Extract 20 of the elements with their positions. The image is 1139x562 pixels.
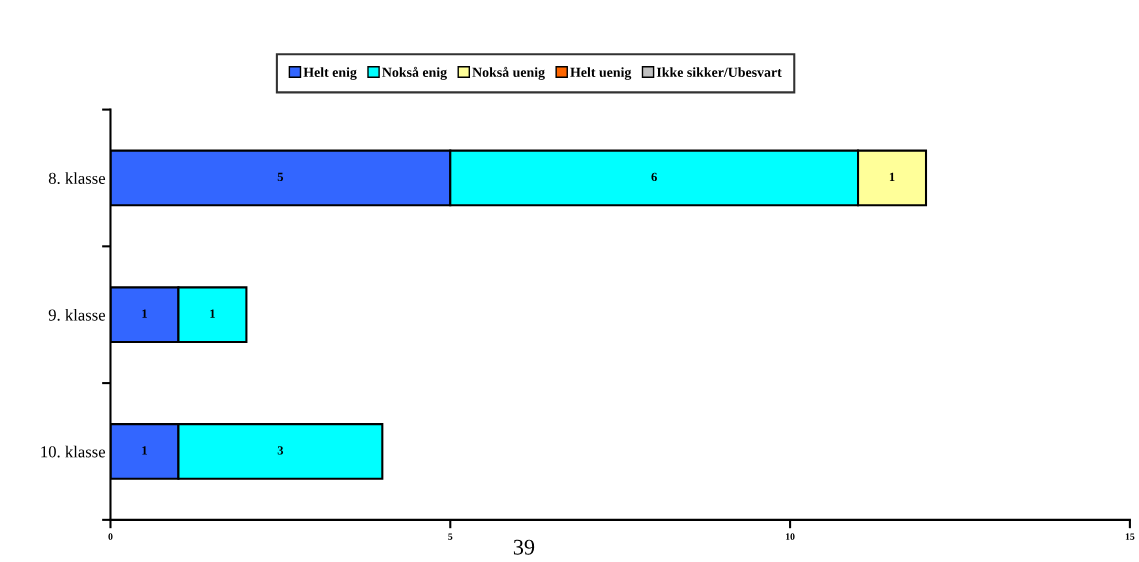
y-tick-label: 8. klasse	[48, 172, 106, 184]
legend-label: Helt uenig	[570, 67, 632, 80]
legend-label: Ikke sikker/Ubesvart	[656, 67, 782, 77]
x-tick-label: 0	[108, 533, 113, 540]
x-tick-label: 10	[786, 533, 795, 540]
y-tick-label: 9. klasse	[48, 308, 106, 321]
legend-label: Nokså enig	[382, 66, 447, 80]
x-tick-label: 15	[1125, 533, 1135, 540]
data-label: 1	[889, 172, 895, 181]
text: 39	[513, 539, 535, 555]
data-label: 1	[142, 446, 147, 455]
data-label: 1	[210, 309, 215, 318]
data-label: 6	[651, 172, 657, 182]
y-tick-label: 10. klasse	[41, 445, 106, 458]
legend-label: Nokså uenig	[472, 66, 545, 80]
legend-label: Helt enig	[303, 67, 357, 80]
data-label: 3	[277, 446, 284, 455]
x-tick-label: 5	[448, 533, 453, 540]
data-label: 1	[142, 309, 147, 318]
data-label: 5	[277, 172, 284, 182]
